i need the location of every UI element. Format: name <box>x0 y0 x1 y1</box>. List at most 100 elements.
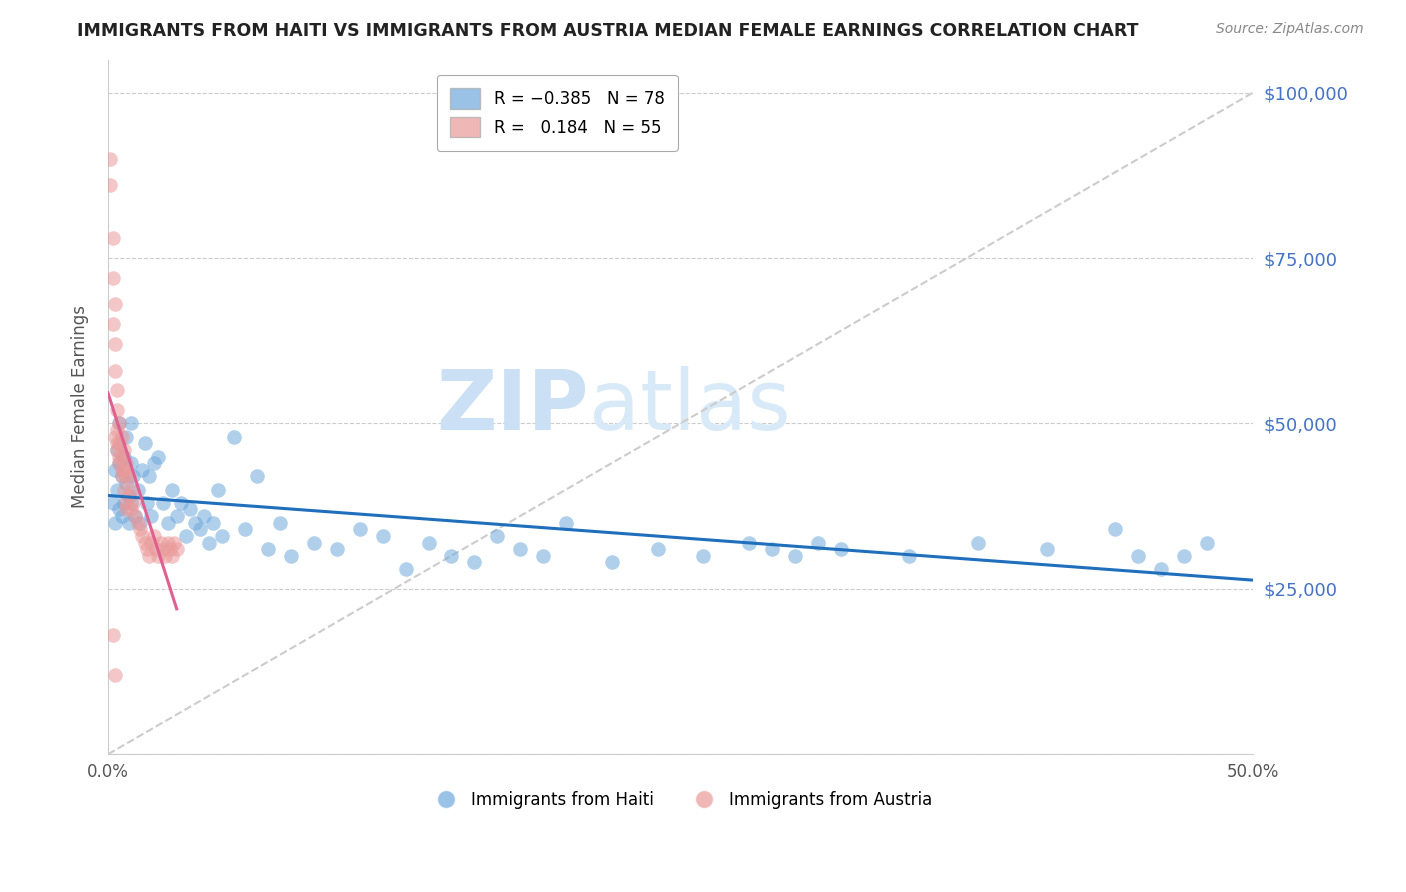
Point <box>463 555 485 569</box>
Point <box>142 456 165 470</box>
Point <box>141 535 163 549</box>
Point <box>104 430 127 444</box>
Point <box>179 502 201 516</box>
Point <box>257 542 280 557</box>
Point <box>184 516 207 530</box>
Point <box>142 529 165 543</box>
Point <box>111 509 134 524</box>
Point <box>112 450 135 464</box>
Point <box>174 529 197 543</box>
Point <box>112 442 135 457</box>
Point <box>349 522 371 536</box>
Point <box>105 442 128 457</box>
Y-axis label: Median Female Earnings: Median Female Earnings <box>72 305 89 508</box>
Point <box>105 436 128 450</box>
Point <box>115 430 138 444</box>
Point <box>152 496 174 510</box>
Point <box>170 496 193 510</box>
Point <box>269 516 291 530</box>
Point <box>131 463 153 477</box>
Point <box>112 496 135 510</box>
Point <box>738 535 761 549</box>
Point <box>111 463 134 477</box>
Point <box>115 496 138 510</box>
Point <box>105 483 128 497</box>
Point <box>163 535 186 549</box>
Point <box>156 535 179 549</box>
Point <box>117 489 139 503</box>
Point <box>166 509 188 524</box>
Point <box>122 496 145 510</box>
Point <box>108 456 131 470</box>
Point <box>152 542 174 557</box>
Point <box>692 549 714 563</box>
Point <box>98 152 121 166</box>
Point <box>197 535 219 549</box>
Point <box>108 502 131 516</box>
Point <box>127 483 149 497</box>
Point <box>105 384 128 398</box>
Point <box>302 535 325 549</box>
Point <box>111 469 134 483</box>
Point <box>134 535 156 549</box>
Point <box>1173 549 1195 563</box>
Point <box>135 496 157 510</box>
Text: atlas: atlas <box>589 367 790 448</box>
Point <box>138 549 160 563</box>
Point <box>761 542 783 557</box>
Point <box>898 549 921 563</box>
Legend: Immigrants from Haiti, Immigrants from Austria: Immigrants from Haiti, Immigrants from A… <box>422 784 938 815</box>
Point <box>108 456 131 470</box>
Point <box>115 469 138 483</box>
Text: IMMIGRANTS FROM HAITI VS IMMIGRANTS FROM AUSTRIA MEDIAN FEMALE EARNINGS CORRELAT: IMMIGRANTS FROM HAITI VS IMMIGRANTS FROM… <box>77 22 1139 40</box>
Point <box>101 317 124 331</box>
Point <box>148 450 170 464</box>
Point <box>108 436 131 450</box>
Point <box>101 231 124 245</box>
Point <box>101 496 124 510</box>
Point <box>600 555 623 569</box>
Point <box>395 562 418 576</box>
Point <box>486 529 509 543</box>
Point <box>111 430 134 444</box>
Point <box>131 529 153 543</box>
Point <box>235 522 257 536</box>
Point <box>120 483 142 497</box>
Point <box>135 542 157 557</box>
Point <box>159 542 181 557</box>
Point <box>440 549 463 563</box>
Point <box>202 516 225 530</box>
Point <box>280 549 302 563</box>
Point <box>117 489 139 503</box>
Point <box>104 516 127 530</box>
Point <box>967 535 990 549</box>
Point <box>115 502 138 516</box>
Point <box>193 509 215 524</box>
Point <box>134 436 156 450</box>
Point <box>124 509 146 524</box>
Point <box>783 549 806 563</box>
Point <box>1128 549 1150 563</box>
Point <box>531 549 554 563</box>
Point <box>148 549 170 563</box>
Point <box>101 628 124 642</box>
Point <box>647 542 669 557</box>
Point <box>112 463 135 477</box>
Point <box>111 450 134 464</box>
Point <box>120 456 142 470</box>
Point <box>108 417 131 431</box>
Point <box>145 542 167 557</box>
Point <box>120 502 142 516</box>
Point <box>104 337 127 351</box>
Point <box>207 483 229 497</box>
Point <box>418 535 440 549</box>
Point <box>1195 535 1218 549</box>
Point <box>112 483 135 497</box>
Point <box>105 403 128 417</box>
Text: ZIP: ZIP <box>436 367 589 448</box>
Point <box>124 509 146 524</box>
Point <box>222 430 245 444</box>
Point <box>211 529 233 543</box>
Point <box>160 483 183 497</box>
Point <box>1104 522 1126 536</box>
